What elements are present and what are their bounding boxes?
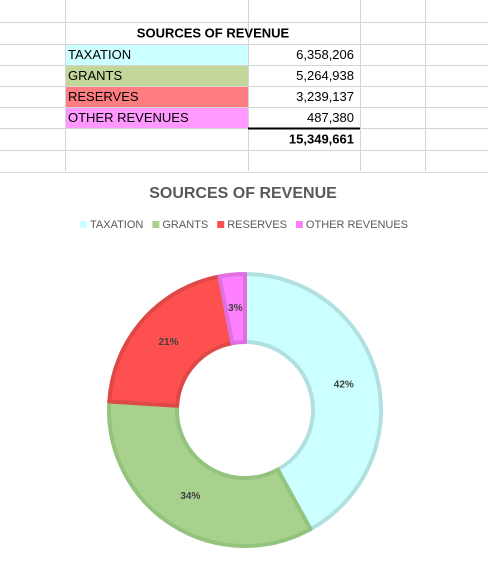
legend-swatch [217, 221, 225, 228]
value-cell: 487,380 [307, 110, 354, 125]
data-label: 3% [228, 303, 243, 314]
table-title: SOURCES OF REVENUE [137, 25, 290, 40]
cell-grid [0, 0, 488, 171]
legend-swatch [152, 221, 160, 228]
donut-slice [243, 272, 383, 532]
donut-slice [107, 274, 235, 408]
legend-label: RESERVES [227, 219, 287, 231]
data-label: 34% [180, 491, 200, 502]
category-cell-bg [66, 87, 248, 107]
chart-title: SOURCES OF REVENUE [149, 185, 337, 202]
value-cell: 6,358,206 [296, 47, 354, 62]
legend-label: TAXATION [90, 219, 143, 231]
legend-swatch [295, 221, 303, 228]
category-cell: GRANTS [68, 68, 123, 83]
donut-slice [107, 399, 313, 548]
data-label: 21% [158, 337, 178, 348]
category-cell: RESERVES [68, 89, 139, 104]
legend-label: OTHER REVENUES [306, 219, 408, 231]
value-cell: 3,239,137 [296, 89, 354, 104]
donut-slice [217, 272, 247, 346]
category-cell: TAXATION [68, 47, 131, 62]
legend-swatch [79, 221, 87, 228]
category-cell-bg [66, 45, 248, 65]
value-cell: 5,264,938 [296, 68, 354, 83]
category-cell-bg [66, 108, 248, 128]
category-cell: OTHER REVENUES [68, 110, 189, 125]
data-label: 42% [334, 379, 354, 390]
legend-label: GRANTS [162, 219, 208, 231]
legend: TAXATION GRANTS RESERVES OTHER REVENUES [79, 219, 408, 231]
category-cell-bg [66, 66, 248, 86]
total-value: 15,349,661 [289, 131, 354, 146]
table-rows: TAXATION 6,358,206 GRANTS 5,264,938 RESERVES… [66, 45, 354, 128]
